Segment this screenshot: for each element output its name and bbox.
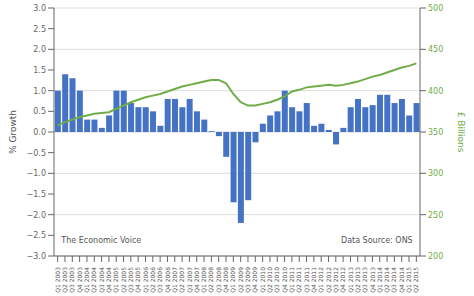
svg-text:Q2 2005: Q2 2005 [120,267,127,293]
svg-text:Q1 2012: Q1 2012 [317,267,324,293]
svg-text:−1.5: −1.5 [27,190,46,199]
svg-text:Q4 2006: Q4 2006 [164,267,171,293]
svg-text:Q3 2004: Q3 2004 [98,267,105,293]
svg-text:Q1 2003: Q1 2003 [54,267,61,293]
svg-text:Q2 2007: Q2 2007 [178,267,185,293]
svg-text:Q1 2009: Q1 2009 [229,267,236,293]
svg-text:Q3 2009: Q3 2009 [244,267,251,293]
svg-text:Q2 2010: Q2 2010 [266,267,273,293]
svg-text:250: 250 [428,211,443,220]
svg-text:Q3 2013: Q3 2013 [361,267,368,293]
svg-text:−2.0: −2.0 [27,211,46,220]
svg-text:Q4 2014: Q4 2014 [398,267,405,293]
svg-text:1.5: 1.5 [33,66,46,75]
svg-text:Q1 2013: Q1 2013 [347,267,354,293]
svg-text:Q3 2008: Q3 2008 [215,267,222,293]
svg-text:Q2 2003: Q2 2003 [61,267,68,293]
svg-text:300: 300 [428,169,443,178]
svg-text:500: 500 [428,4,443,13]
svg-text:% Growth: % Growth [8,110,18,154]
svg-text:0.0: 0.0 [33,128,46,137]
svg-text:Q4 2008: Q4 2008 [222,267,229,293]
svg-text:−2.5: −2.5 [27,231,46,240]
svg-text:Q3 2003: Q3 2003 [68,267,75,293]
svg-text:Q3 2005: Q3 2005 [127,267,134,293]
svg-text:3.0: 3.0 [33,4,46,13]
svg-text:Q3 2006: Q3 2006 [156,267,163,293]
svg-text:Q2 2006: Q2 2006 [149,267,156,293]
svg-text:Q1 2015: Q1 2015 [405,267,412,293]
svg-text:Q1 2010: Q1 2010 [259,267,266,293]
svg-text:Q2 2011: Q2 2011 [295,267,302,293]
svg-text:Q2 2009: Q2 2009 [237,267,244,293]
svg-text:Q1 2007: Q1 2007 [171,267,178,293]
svg-text:2.5: 2.5 [33,25,46,34]
svg-text:Q3 2011: Q3 2011 [303,267,310,293]
svg-text:Q2 2004: Q2 2004 [90,267,97,293]
svg-text:Q4 2012: Q4 2012 [339,267,346,293]
svg-text:350: 350 [428,128,443,137]
svg-text:400: 400 [428,87,443,96]
svg-text:Q4 2013: Q4 2013 [369,267,376,293]
svg-text:Q4 2007: Q4 2007 [193,267,200,293]
svg-text:Q3 2007: Q3 2007 [186,267,193,293]
html-text:Data Source: ONS: Data Source: ONS [341,236,413,246]
svg-text:Q1 2004: Q1 2004 [83,267,90,293]
svg-text:Q1 2008: Q1 2008 [200,267,207,293]
svg-text:Q4 2005: Q4 2005 [134,267,141,293]
svg-text:£ Billions: £ Billions [456,112,466,153]
svg-text:Q2 2008: Q2 2008 [207,267,214,293]
svg-text:Q2 2015: Q2 2015 [412,267,419,293]
html-text:The Economic Voice: The Economic Voice [61,236,142,246]
svg-text:Q1 2006: Q1 2006 [142,267,149,293]
svg-text:Q2 2012: Q2 2012 [325,267,332,293]
svg-text:Q1 2005: Q1 2005 [112,267,119,293]
svg-text:1.0: 1.0 [33,87,46,96]
svg-text:Q3 2014: Q3 2014 [390,267,397,293]
svg-text:Q4 2004: Q4 2004 [105,267,112,293]
svg-text:200: 200 [428,252,443,261]
svg-text:Q1 2011: Q1 2011 [288,267,295,293]
svg-text:−3.0: −3.0 [27,252,46,261]
svg-text:Q4 2009: Q4 2009 [251,267,258,293]
svg-text:−0.5: −0.5 [27,149,46,158]
svg-text:Q4 2010: Q4 2010 [281,267,288,293]
svg-text:Q3 2012: Q3 2012 [332,267,339,293]
svg-text:Q3 2010: Q3 2010 [273,267,280,293]
svg-text:Q4 2003: Q4 2003 [76,267,83,293]
svg-text:Q2 2014: Q2 2014 [383,267,390,293]
svg-text:Q4 2011: Q4 2011 [310,267,317,293]
svg-text:Q1 2014: Q1 2014 [376,267,383,293]
svg-text:Q2 2013: Q2 2013 [354,267,361,293]
svg-text:0.5: 0.5 [33,107,46,116]
svg-text:−1.0: −1.0 [27,169,46,178]
svg-text:450: 450 [428,45,443,54]
svg-text:2.0: 2.0 [33,45,46,54]
